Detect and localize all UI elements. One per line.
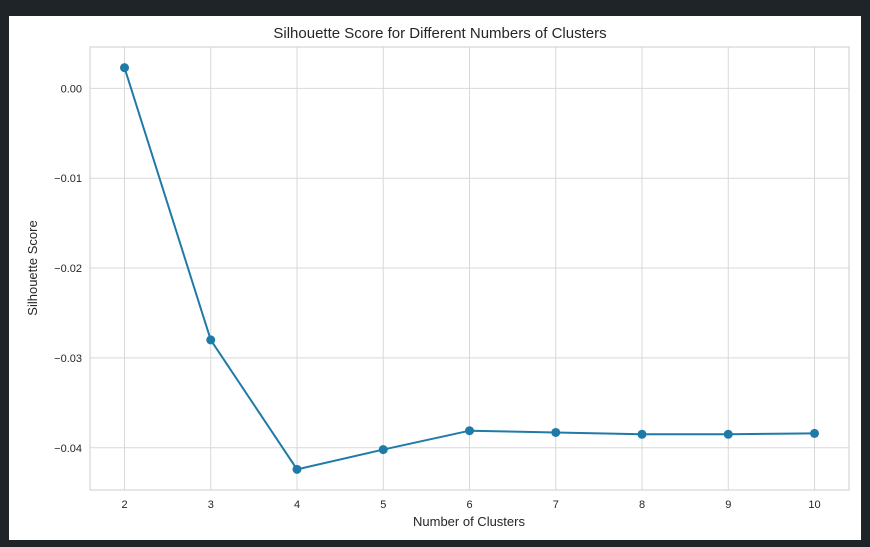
x-tick-label: 2 xyxy=(121,499,127,511)
x-tick-label: 5 xyxy=(380,499,386,511)
data-point xyxy=(120,63,129,73)
data-point xyxy=(206,335,216,345)
data-point xyxy=(551,427,561,437)
data-point xyxy=(637,429,647,439)
y-tick-label: −0.04 xyxy=(54,443,82,455)
chart-title: Silhouette Score for Different Numbers o… xyxy=(273,25,606,42)
x-tick-label: 9 xyxy=(725,499,731,511)
x-tick-label: 3 xyxy=(208,499,214,511)
x-tick-labels: 2 3 4 5 6 7 8 9 10 xyxy=(121,499,820,511)
data-point xyxy=(378,445,388,455)
y-tick-label: −0.01 xyxy=(54,173,82,185)
plot-area-border xyxy=(89,46,850,491)
x-tick-label: 7 xyxy=(553,499,559,511)
series xyxy=(120,63,819,474)
grid xyxy=(90,47,849,490)
y-tick-labels: 0.00 −0.01 −0.02 −0.03 −0.04 xyxy=(54,83,82,454)
chart-frame: Silhouette Score for Different Numbers o… xyxy=(9,16,861,540)
x-tick-label: 6 xyxy=(466,499,472,511)
line-chart: Silhouette Score for Different Numbers o… xyxy=(25,25,850,529)
x-tick-label: 4 xyxy=(294,499,300,511)
data-point xyxy=(810,428,819,438)
data-point xyxy=(465,426,474,436)
x-tick-label: 10 xyxy=(808,499,820,511)
x-tick-label: 8 xyxy=(639,499,645,511)
y-tick-label: −0.02 xyxy=(54,263,82,275)
y-axis-label: Silhouette Score xyxy=(25,220,40,315)
y-tick-label: 0.00 xyxy=(61,83,82,95)
data-point xyxy=(723,429,733,439)
y-tick-label: −0.03 xyxy=(54,353,82,365)
x-axis-label: Number of Clusters xyxy=(413,514,525,529)
data-point xyxy=(292,464,302,474)
